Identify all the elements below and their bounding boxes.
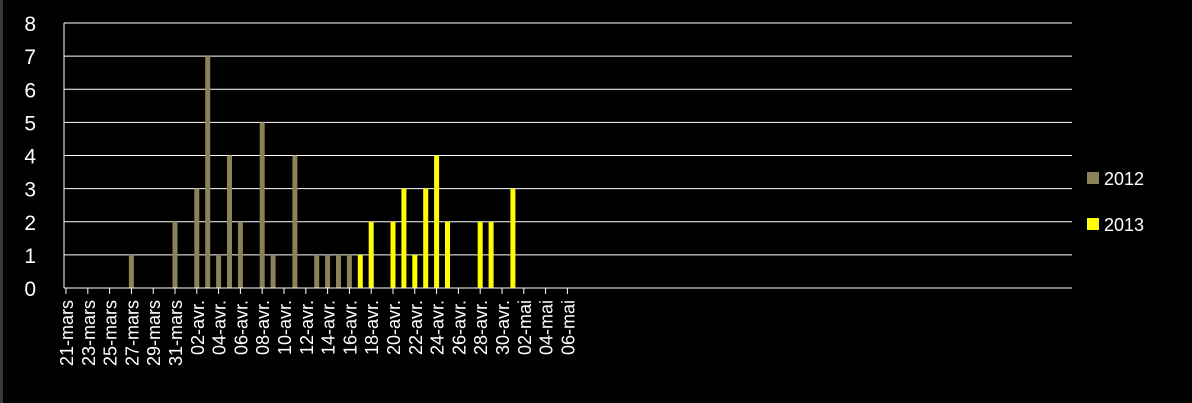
bar-2013 [357,254,363,288]
y-tick-label: 1 [24,245,36,268]
bar-2013 [401,188,407,288]
bar-2013 [445,221,450,288]
x-tick-label: 18-avr. [362,300,382,355]
y-axis-ticks: 0 1 2 3 4 5 6 7 8 [24,13,36,301]
bar-2013 [434,155,440,288]
x-tick-label: 02-mai [515,300,535,355]
x-tick-label: 31-mars [166,300,186,366]
x-tick-label: 04-avr. [210,300,230,355]
bar-2012 [336,254,341,288]
y-tick-label: 5 [24,112,36,135]
bar-2013 [488,221,494,288]
legend: 2012 2013 [1087,169,1144,235]
x-tick-label: 06-mai [558,300,578,355]
x-tick-label: 16-avr. [340,300,360,355]
y-tick-label: 0 [24,278,36,301]
bar-2012 [216,254,222,288]
y-tick-label: 8 [24,13,36,36]
axes [63,23,1072,289]
x-tick-label: 25-mars [101,300,121,366]
x-tick-label: 28-avr. [471,300,491,355]
y-tick-label: 4 [24,146,36,169]
bar-2012 [194,188,200,288]
y-tick-label: 2 [24,212,36,235]
bar-2012 [314,254,320,288]
bar-2012 [128,254,134,288]
bar-2013 [510,188,516,288]
bar-2012 [227,155,232,288]
legend-label: 2013 [1104,215,1144,235]
x-axis-ticks: 21-mars 23-mars 25-mars 27-mars 29-mars 31-ma… [57,288,578,366]
x-tick-label: 24-avr. [428,300,448,355]
x-tick-label: 26-avr. [449,300,469,355]
bar-2012 [346,254,352,288]
x-tick-label: 23-mars [79,300,99,366]
bar-2013 [390,221,396,288]
chart-left-border [0,0,3,403]
bar-2012 [259,122,265,288]
y-tick-label: 6 [24,79,36,102]
x-tick-label: 22-avr. [406,300,426,355]
bar-2013 [423,188,429,288]
x-tick-label: 21-mars [57,300,77,366]
x-tick-label: 20-avr. [384,300,404,355]
legend-swatch-2013 [1087,218,1099,230]
bar-2013 [412,254,418,288]
bar-2013 [368,221,374,288]
x-tick-label: 14-avr. [319,300,339,355]
bar-2012 [292,155,298,288]
bar-2012 [172,221,178,288]
x-tick-label: 29-mars [144,300,164,366]
x-tick-label: 27-mars [122,300,142,366]
bar-2012 [205,56,211,288]
x-tick-label: 04-mai [537,300,557,355]
x-tick-label: 08-avr. [253,300,273,355]
legend-swatch-2012 [1087,172,1099,184]
bar-2012 [270,254,276,288]
y-tick-label: 3 [24,179,36,202]
x-tick-label: 12-avr. [297,300,317,355]
x-tick-label: 10-avr. [275,300,295,355]
y-tick-label: 7 [24,46,36,69]
x-tick-label: 06-avr. [231,300,251,355]
bars [128,56,516,288]
bar-2013 [477,221,483,288]
x-tick-label: 02-avr. [188,300,208,355]
bar-2012 [325,254,331,288]
x-tick-label: 30-avr. [493,300,513,355]
bar-2012 [237,221,243,288]
legend-label: 2012 [1104,169,1144,189]
